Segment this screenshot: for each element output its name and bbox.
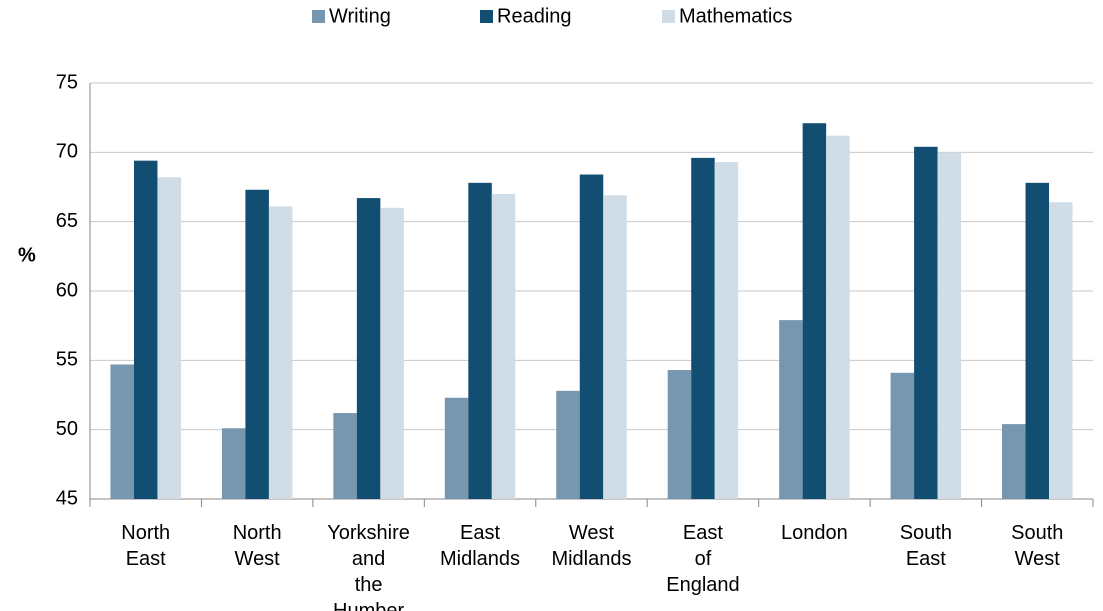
legend-label: Writing <box>329 5 391 27</box>
bar <box>268 206 293 499</box>
bar <box>667 370 692 499</box>
bar <box>1025 182 1050 499</box>
bar <box>491 193 516 499</box>
bar <box>110 364 134 499</box>
bar <box>691 157 715 499</box>
y-tick-label: 45 <box>56 487 78 509</box>
bar <box>826 135 850 499</box>
y-tick-label: 60 <box>56 279 78 301</box>
y-tick-label: 55 <box>56 349 78 371</box>
legend-label: Reading <box>497 5 572 27</box>
bar <box>133 160 158 500</box>
bar <box>779 320 803 499</box>
legend-swatch <box>662 10 675 23</box>
legend-swatch <box>312 10 325 23</box>
y-axis-label: % <box>18 244 36 266</box>
y-tick-label: 75 <box>56 71 78 93</box>
bar <box>245 189 269 500</box>
bar <box>603 195 627 499</box>
bar <box>937 152 962 500</box>
x-tick-label: North West <box>232 522 282 570</box>
bar <box>890 372 915 499</box>
legend-label: Mathematics <box>679 5 792 27</box>
x-tick-label: East Midlands <box>440 522 521 570</box>
x-tick-label: South East <box>899 522 952 570</box>
x-tick-label: Yorkshire and the Humber <box>327 522 410 611</box>
y-tick-label: 50 <box>56 418 78 440</box>
y-tick-label: 70 <box>56 141 78 163</box>
x-tick-label: South West <box>1011 522 1064 570</box>
x-tick-label: West Midlands <box>551 522 632 570</box>
x-tick-label: East of England <box>666 522 740 596</box>
bar <box>914 146 938 499</box>
bar <box>468 182 492 499</box>
bar <box>714 162 739 500</box>
bar <box>556 390 580 499</box>
bar <box>1049 202 1073 499</box>
bar <box>380 207 404 500</box>
y-tick-label: 65 <box>56 210 78 232</box>
bar <box>579 174 604 499</box>
bar <box>444 397 469 499</box>
bar <box>802 123 827 500</box>
bar <box>221 428 246 499</box>
bar <box>157 177 181 499</box>
legend-swatch <box>480 10 493 23</box>
bar <box>1002 424 1026 499</box>
x-tick-label: London <box>781 522 848 544</box>
bar <box>333 413 357 499</box>
x-tick-label: North East <box>121 522 171 570</box>
bar <box>356 198 381 500</box>
